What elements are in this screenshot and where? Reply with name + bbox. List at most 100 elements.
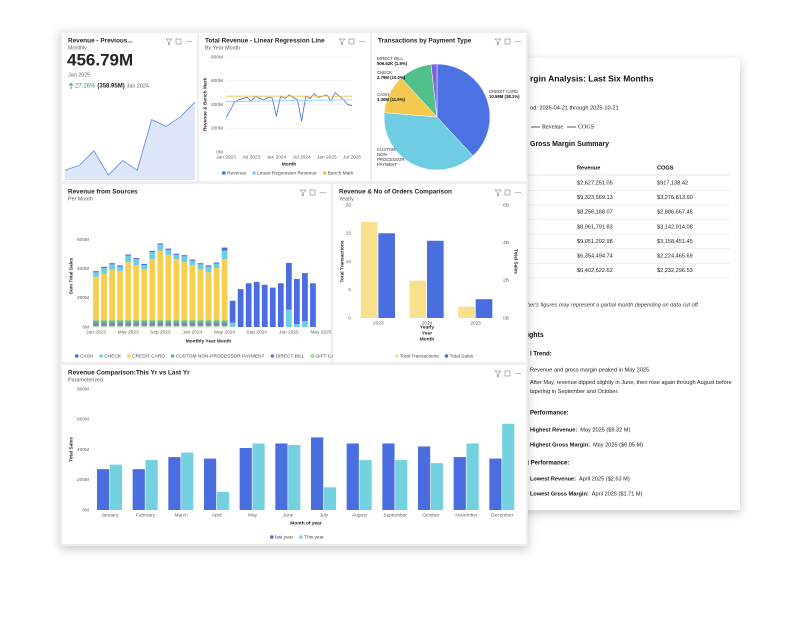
more-icon[interactable] xyxy=(517,192,519,193)
more-icon[interactable] xyxy=(515,41,517,42)
more-icon[interactable] xyxy=(324,192,326,193)
y-tick-label: 600M xyxy=(77,237,89,243)
y-tick-label: 600M xyxy=(211,78,223,84)
x-tick-label: 2024 xyxy=(422,320,433,326)
chart-subtitle: Parameterized xyxy=(68,377,103,383)
x-tick-label: Jan 2025 xyxy=(317,154,337,160)
legend-label: Bench Mark xyxy=(328,170,354,176)
bar xyxy=(427,240,444,318)
more-icon[interactable] xyxy=(322,192,324,193)
bar xyxy=(288,444,301,510)
table-header: COGS xyxy=(657,165,674,171)
more-icon[interactable] xyxy=(519,41,521,42)
bar-segment xyxy=(165,249,172,255)
bar xyxy=(346,443,359,510)
y-axis-title: Total Sales xyxy=(68,437,74,462)
legend-swatch xyxy=(127,354,131,358)
x-tick-label: July xyxy=(320,512,329,518)
highlight-label: Lowest Revenue: xyxy=(530,476,576,482)
bar-segment xyxy=(181,320,188,324)
more-icon[interactable] xyxy=(519,192,521,193)
filter-icon[interactable] xyxy=(338,38,346,46)
bar-segment xyxy=(133,323,140,326)
bar-segment xyxy=(157,244,164,251)
filter-icon[interactable] xyxy=(494,38,502,46)
highlight-label: Highest Gross Margin: xyxy=(530,442,590,448)
more-icon[interactable] xyxy=(359,41,361,42)
bar-segment xyxy=(157,243,164,245)
y-tick-label: 400M xyxy=(77,447,89,453)
bar-segment xyxy=(125,254,132,256)
y-tick-label: 200M xyxy=(77,477,89,483)
focus-icon[interactable] xyxy=(348,38,355,45)
bar xyxy=(489,458,502,510)
more-icon[interactable] xyxy=(517,373,519,374)
table-cell: $9,323,569.13 xyxy=(577,195,613,201)
focus-icon[interactable] xyxy=(309,189,316,196)
y-axis-title: Revenue & Bench Mark xyxy=(202,78,208,132)
chart-subtitle: Per Month xyxy=(68,196,93,202)
chart-title: Revenue & No of Orders Comparison xyxy=(339,189,452,196)
worst-heading: t Performance: xyxy=(527,461,569,467)
legend-label: CUSTOM NON-PROCESSOR PAYMENT xyxy=(176,353,265,359)
slice-label: CREDIT CARD xyxy=(489,89,518,94)
y2-tick-label: 2B xyxy=(503,278,509,284)
bar-segment xyxy=(221,323,228,326)
x-axis-title: Month xyxy=(420,336,434,342)
y2-axis-title: Total Sales xyxy=(513,249,519,274)
x-tick-label: Jan 2023 xyxy=(216,154,236,160)
bar-segment xyxy=(173,259,180,321)
bar-segment xyxy=(302,321,308,327)
more-icon[interactable] xyxy=(320,192,322,193)
bar-segment xyxy=(133,259,140,266)
bar-segment xyxy=(165,320,172,324)
bar-segment xyxy=(93,272,99,277)
bar-segment xyxy=(165,248,172,250)
legend-label: GIFT CARD xyxy=(316,353,342,359)
filter-icon[interactable] xyxy=(299,189,307,197)
more-icon[interactable] xyxy=(519,373,521,374)
bar-segment xyxy=(141,325,148,327)
bar xyxy=(466,443,479,510)
focus-icon[interactable] xyxy=(504,38,511,45)
more-icon[interactable] xyxy=(186,41,188,42)
y2-tick-label: 4B xyxy=(503,240,509,246)
x-tick-label: Jul 2025 xyxy=(343,154,361,160)
chart-title: Transactions by Payment Type xyxy=(378,38,472,45)
slice-value: 10.59M (38.1%) xyxy=(489,94,520,99)
more-icon[interactable] xyxy=(363,41,365,42)
bar-segment xyxy=(237,289,244,327)
y2-tick-label: 6B xyxy=(503,202,509,208)
bar-segment xyxy=(229,300,236,323)
focus-icon[interactable] xyxy=(175,38,182,45)
table-cell: $2,886,667.45 xyxy=(657,210,693,216)
bar-segment xyxy=(197,269,204,321)
more-icon[interactable] xyxy=(515,192,517,193)
table-cell: $2,224,465.69 xyxy=(657,253,693,259)
filter-icon[interactable] xyxy=(165,38,173,46)
legend-swatch xyxy=(444,354,449,358)
x-tick-label: January xyxy=(101,512,119,518)
x-axis-title: Month of year xyxy=(290,520,322,526)
more-icon[interactable] xyxy=(188,41,190,42)
legend-swatch xyxy=(299,535,303,539)
bar xyxy=(360,221,378,318)
more-icon[interactable] xyxy=(190,41,192,42)
table-cell: $3,142,914.08 xyxy=(657,224,693,230)
trend-heading: l Trend: xyxy=(530,352,552,358)
bar-segment xyxy=(93,325,99,327)
filter-icon[interactable] xyxy=(494,189,502,197)
chart-title: Total Revenue - Linear Regression Line xyxy=(205,38,325,45)
legend-label: last year xyxy=(275,534,294,540)
filter-icon[interactable] xyxy=(494,370,502,378)
focus-icon[interactable] xyxy=(504,370,511,377)
bar-segment xyxy=(149,251,156,260)
focus-icon[interactable] xyxy=(504,189,511,196)
slice-value: 506.62K (1.8%) xyxy=(377,61,408,66)
bar xyxy=(216,491,230,510)
y-tick-label: 10 xyxy=(346,259,352,265)
more-icon[interactable] xyxy=(517,41,519,42)
more-icon[interactable] xyxy=(361,41,363,42)
more-icon[interactable] xyxy=(515,373,517,374)
